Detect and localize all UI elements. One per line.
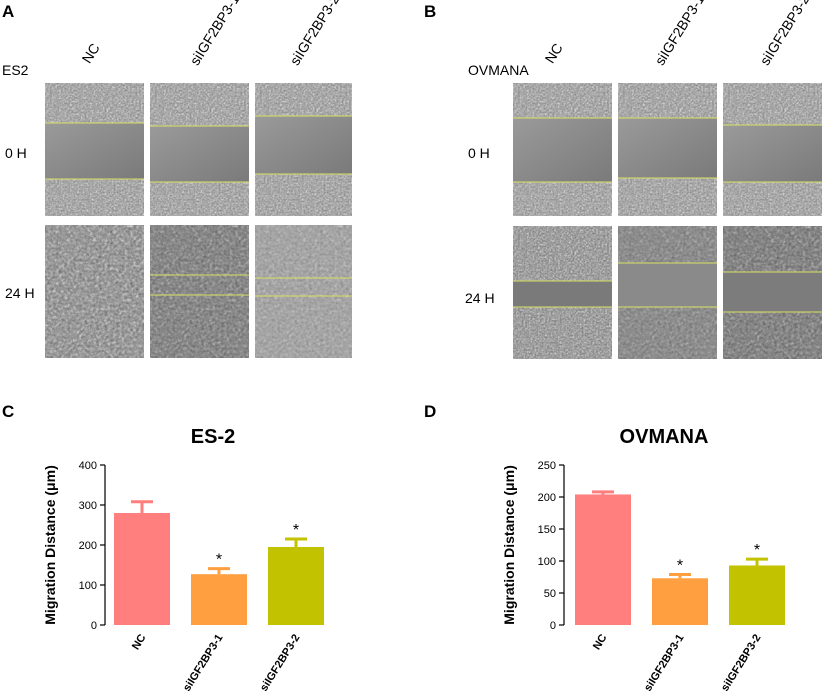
ovmana-ytick-label: 0 [550,620,556,632]
micrograph-ovmana-si1-24h [618,226,717,359]
ovmana-bar-1 [652,578,708,625]
micrograph-ovmana-si2-0h [723,83,822,216]
micrograph-es2-nc-24h [45,225,144,358]
es2-bar-1 [191,574,247,625]
es2-xtick-label-2: siIGF2BP3-2 [258,632,303,693]
chart-es2: ES-2 Migration Distance (μm) 0 100 200 300 400… [42,426,324,694]
panel-a-col-nc: NC [78,40,103,66]
ovmana-ytick-label: 250 [538,460,556,472]
ovmana-ytick-label: 200 [538,492,556,504]
es2-ytick-label: 200 [79,540,97,552]
micrograph-es2-si1-24h [150,225,249,358]
panel-a-col-si1: siIGF2BP3-1 [186,0,243,68]
micrograph-es2-si1-0h [150,83,249,216]
es2-xtick-label-1: siIGF2BP3-1 [181,632,226,693]
panel-b-row-24h: 24 H [465,290,495,306]
es2-ytick-label: 0 [91,620,97,632]
panel-b-col-si1: siIGF2BP3-1 [651,0,708,68]
ovmana-xtick-label-2: siIGF2BP3-2 [719,632,764,693]
panel-d-letter: D [424,402,437,421]
es2-ytick-label: 400 [79,460,97,472]
micrograph-es2-nc-0h [45,83,144,216]
ovmana-ytick-label: 150 [538,524,556,536]
ovmana-ytick-label: 100 [538,556,556,568]
ovmana-ytick-label: 50 [544,588,556,600]
micrograph-es2-si2-24h [255,225,352,358]
ovmana-xtick-label-0: NC [591,632,610,652]
es2-ylabel: Migration Distance (μm) [42,465,58,624]
es2-xtick-label-0: NC [130,632,149,652]
micrograph-ovmana-si1-0h [618,83,717,216]
ovmana-xtick-label-1: siIGF2BP3-1 [642,632,687,693]
ovmana-bar-2 [729,565,785,625]
ovmana-sig-1: * [677,557,683,574]
es2-ytick-label: 100 [79,580,97,592]
panel-a-col-si2: siIGF2BP3-2 [286,0,343,68]
panel-a-letter: A [2,2,15,21]
panel-b-col-nc: NC [541,40,566,66]
ovmana-ylabel: Migration Distance (μm) [501,465,517,624]
es2-sig-1: * [216,552,222,569]
es2-sig-2: * [293,522,299,539]
panel-a-row-0h: 0 H [5,145,27,161]
es2-title: ES-2 [191,426,235,448]
ovmana-title: OVMANA [620,426,709,448]
ovmana-sig-2: * [754,542,760,559]
panel-b-row-0h: 0 H [468,145,490,161]
micrograph-ovmana-nc-24h [513,226,612,359]
micrograph-ovmana-si2-24h [723,226,822,359]
micrograph-es2-si2-0h [255,83,352,216]
es2-bar-0 [114,513,170,625]
panel-a-row-24h: 24 H [5,285,35,301]
panel-a-cell-line: ES2 [2,62,29,78]
es2-ytick-label: 300 [79,500,97,512]
panel-c-letter: C [2,402,15,421]
panel-b-col-si2: siIGF2BP3-2 [756,0,813,68]
chart-ovmana: OVMANA Migration Distance (μm) 0 50 100 150 20… [501,426,785,694]
panel-b-letter: B [424,2,437,21]
micrograph-ovmana-nc-0h [513,83,612,216]
ovmana-bar-0 [575,494,631,625]
panel-b-cell-line: OVMANA [468,62,529,78]
es2-bar-2 [268,547,324,625]
